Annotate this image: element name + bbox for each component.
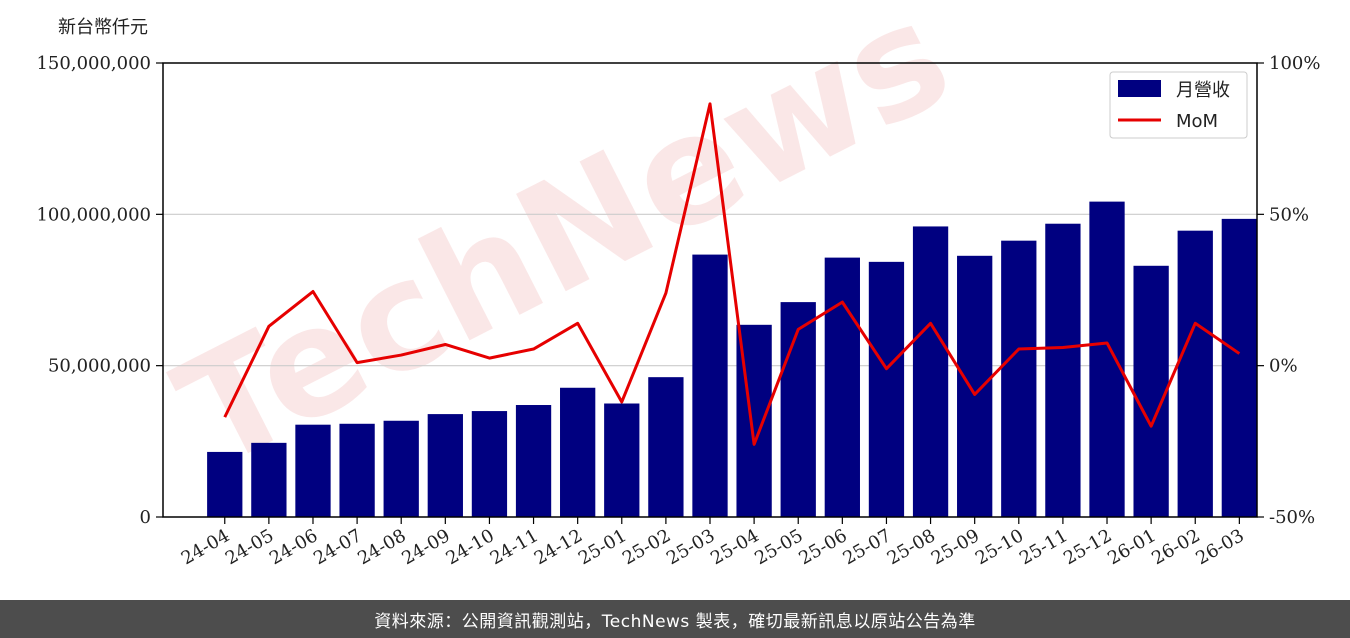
x-tick-label-25-04: 25-04	[707, 525, 762, 569]
bar-25-09	[957, 255, 993, 518]
bar-25-08	[912, 226, 949, 517]
right-axis: -50% 0% 50% 100%	[1257, 53, 1320, 528]
x-tick-label-26-02: 26-02	[1148, 525, 1203, 569]
bar-25-12	[1089, 201, 1125, 517]
x-tick-label-26-01: 26-01	[1104, 525, 1159, 569]
x-tick-label-24-10: 24-10	[442, 525, 497, 569]
x-tick-label-24-07: 24-07	[310, 525, 365, 569]
x-tick-label-24-06: 24-06	[266, 525, 321, 569]
bar-24-12	[560, 387, 596, 517]
bar-24-04	[207, 451, 243, 517]
bar-25-10	[1001, 240, 1037, 517]
chart: TechNews 新台幣仟元 0 50,000,000 100,000,000 150…	[36, 0, 1320, 569]
x-tick-label-26-03: 26-03	[1192, 525, 1247, 569]
mom-line-layer	[223, 102, 1241, 446]
y-axis-unit-label: 新台幣仟元	[58, 17, 148, 38]
x-tick-label-25-11: 25-11	[1016, 525, 1071, 569]
legend-label-revenue: 月營收	[1176, 80, 1230, 101]
x-tick-label-25-03: 25-03	[663, 525, 718, 569]
source-footer: 資料來源：公開資訊觀測站，TechNews 製表，確切最新訊息以原站公告為準	[0, 600, 1350, 638]
x-tick-label-24-08: 24-08	[354, 525, 409, 569]
footer-text: 資料來源：公開資訊觀測站，TechNews 製表，確切最新訊息以原站公告為準	[374, 611, 976, 632]
x-tick-label-24-05: 24-05	[222, 525, 277, 569]
x-tick-label-25-12: 25-12	[1060, 525, 1115, 569]
bar-25-03	[692, 254, 728, 517]
bar-24-05	[251, 442, 287, 517]
y-left-tick-label: 0	[140, 507, 151, 528]
bars	[207, 201, 1257, 518]
x-tick-label-25-02: 25-02	[619, 525, 674, 569]
y-left-tick-label: 150,000,000	[36, 53, 151, 74]
bar-24-06	[295, 424, 331, 517]
y-left-tick-label: 100,000,000	[36, 204, 151, 225]
bar-24-10	[471, 411, 508, 517]
y-right-tick-label: 100%	[1269, 53, 1320, 74]
x-tick-label-25-10: 25-10	[972, 525, 1027, 569]
y-left-tick-label: 50,000,000	[48, 356, 151, 377]
bar-26-03	[1221, 218, 1257, 517]
bar-25-02	[648, 377, 684, 517]
bar-25-07	[868, 261, 905, 517]
bar-24-08	[383, 420, 419, 517]
x-tick-label-24-09: 24-09	[398, 525, 453, 569]
legend: 月營收 MoM	[1109, 71, 1248, 139]
x-axis: 24-0424-0524-0624-0724-0824-0924-1024-11…	[178, 517, 1248, 569]
x-tick-label-24-12: 24-12	[531, 525, 586, 569]
x-tick-label-25-07: 25-07	[840, 525, 895, 569]
y-right-tick-label: -50%	[1269, 507, 1315, 528]
legend-label-mom: MoM	[1176, 111, 1218, 132]
bar-25-11	[1045, 223, 1081, 517]
bar-25-06	[824, 257, 860, 517]
x-tick-label-24-11: 24-11	[487, 525, 542, 569]
bar-24-11	[515, 405, 552, 517]
bar-26-01	[1133, 265, 1169, 517]
x-tick-label-25-08: 25-08	[884, 525, 939, 569]
x-tick-label-24-04: 24-04	[178, 525, 233, 569]
bar-26-02	[1177, 230, 1213, 517]
bar-25-01	[604, 403, 640, 517]
legend-swatch-bar	[1118, 80, 1161, 97]
y-right-tick-label: 0%	[1269, 356, 1298, 377]
x-tick-label-25-09: 25-09	[928, 525, 983, 569]
bar-24-07	[339, 423, 375, 517]
revenue-chart-svg: TechNews 新台幣仟元 050,000,000100,000,000150…	[36, 0, 1320, 569]
mom-line	[223, 102, 1241, 446]
x-tick-label-25-06: 25-06	[795, 525, 850, 569]
left-axis: 0 50,000,000 100,000,000 150,000,000	[36, 53, 163, 528]
bar-24-09	[427, 414, 463, 517]
x-tick-label-25-05: 25-05	[751, 525, 806, 569]
bar-25-05	[780, 302, 816, 517]
y-right-tick-label: 50%	[1269, 204, 1309, 225]
x-tick-label-25-01: 25-01	[575, 525, 630, 569]
